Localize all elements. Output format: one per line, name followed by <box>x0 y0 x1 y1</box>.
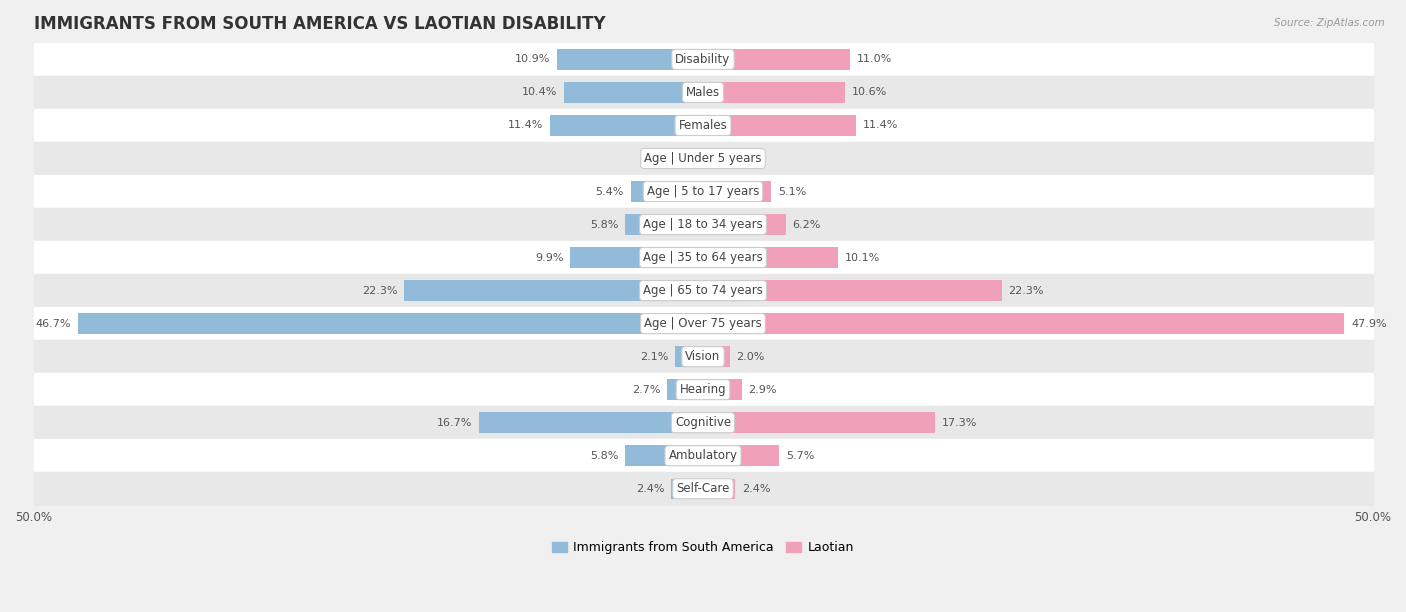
Text: Cognitive: Cognitive <box>675 416 731 429</box>
Bar <box>405 280 703 301</box>
Text: Age | 5 to 17 years: Age | 5 to 17 years <box>647 185 759 198</box>
Text: 5.1%: 5.1% <box>778 187 806 196</box>
Bar <box>631 181 703 202</box>
Text: 9.9%: 9.9% <box>536 253 564 263</box>
Text: Vision: Vision <box>685 350 721 363</box>
Bar <box>564 82 703 103</box>
Bar <box>703 313 1344 334</box>
Text: Disability: Disability <box>675 53 731 66</box>
Text: Males: Males <box>686 86 720 99</box>
Text: Age | Over 75 years: Age | Over 75 years <box>644 317 762 330</box>
Text: 16.7%: 16.7% <box>437 418 472 428</box>
Bar <box>703 214 786 235</box>
Text: 2.0%: 2.0% <box>737 352 765 362</box>
Bar <box>666 379 703 400</box>
Text: 22.3%: 22.3% <box>1008 286 1043 296</box>
Bar <box>479 412 703 433</box>
Text: 2.4%: 2.4% <box>636 483 664 494</box>
Bar <box>550 115 703 136</box>
Text: 17.3%: 17.3% <box>942 418 977 428</box>
Text: IMMIGRANTS FROM SOUTH AMERICA VS LAOTIAN DISABILITY: IMMIGRANTS FROM SOUTH AMERICA VS LAOTIAN… <box>34 15 605 33</box>
Text: 5.4%: 5.4% <box>596 187 624 196</box>
Bar <box>703 115 856 136</box>
Text: 2.9%: 2.9% <box>748 385 778 395</box>
Bar <box>703 379 742 400</box>
Bar <box>626 446 703 466</box>
Bar <box>557 49 703 70</box>
Text: 10.4%: 10.4% <box>522 88 557 97</box>
Text: Age | 65 to 74 years: Age | 65 to 74 years <box>643 284 763 297</box>
Text: 10.1%: 10.1% <box>845 253 880 263</box>
Bar <box>703 446 779 466</box>
Text: 22.3%: 22.3% <box>363 286 398 296</box>
Text: 1.2%: 1.2% <box>652 154 681 163</box>
Bar <box>703 181 772 202</box>
Text: 46.7%: 46.7% <box>35 319 70 329</box>
Text: 2.1%: 2.1% <box>640 352 668 362</box>
Text: 5.8%: 5.8% <box>591 450 619 461</box>
Text: 47.9%: 47.9% <box>1351 319 1386 329</box>
Bar <box>703 247 838 268</box>
Legend: Immigrants from South America, Laotian: Immigrants from South America, Laotian <box>547 536 859 559</box>
Bar <box>703 82 845 103</box>
Text: 1.2%: 1.2% <box>725 154 754 163</box>
Bar <box>626 214 703 235</box>
Bar <box>675 346 703 367</box>
Text: 2.7%: 2.7% <box>631 385 661 395</box>
Text: 5.7%: 5.7% <box>786 450 814 461</box>
Text: Age | 35 to 64 years: Age | 35 to 64 years <box>643 251 763 264</box>
Bar <box>703 280 1001 301</box>
Bar <box>703 412 935 433</box>
Bar <box>671 479 703 499</box>
Bar <box>703 479 735 499</box>
Bar <box>77 313 703 334</box>
Text: Source: ZipAtlas.com: Source: ZipAtlas.com <box>1274 18 1385 28</box>
Bar <box>703 49 851 70</box>
Text: Females: Females <box>679 119 727 132</box>
Text: Self-Care: Self-Care <box>676 482 730 495</box>
Bar <box>688 148 703 169</box>
Text: 11.4%: 11.4% <box>509 121 544 130</box>
Text: 5.8%: 5.8% <box>591 220 619 230</box>
Text: 11.4%: 11.4% <box>862 121 897 130</box>
Text: 2.4%: 2.4% <box>742 483 770 494</box>
Text: 10.6%: 10.6% <box>852 88 887 97</box>
Text: 10.9%: 10.9% <box>515 54 550 64</box>
Text: Age | Under 5 years: Age | Under 5 years <box>644 152 762 165</box>
Text: 6.2%: 6.2% <box>793 220 821 230</box>
Text: Ambulatory: Ambulatory <box>668 449 738 462</box>
Bar <box>571 247 703 268</box>
Text: Age | 18 to 34 years: Age | 18 to 34 years <box>643 218 763 231</box>
Text: Hearing: Hearing <box>679 383 727 396</box>
Text: 11.0%: 11.0% <box>858 54 893 64</box>
Bar <box>703 346 730 367</box>
Bar <box>703 148 718 169</box>
